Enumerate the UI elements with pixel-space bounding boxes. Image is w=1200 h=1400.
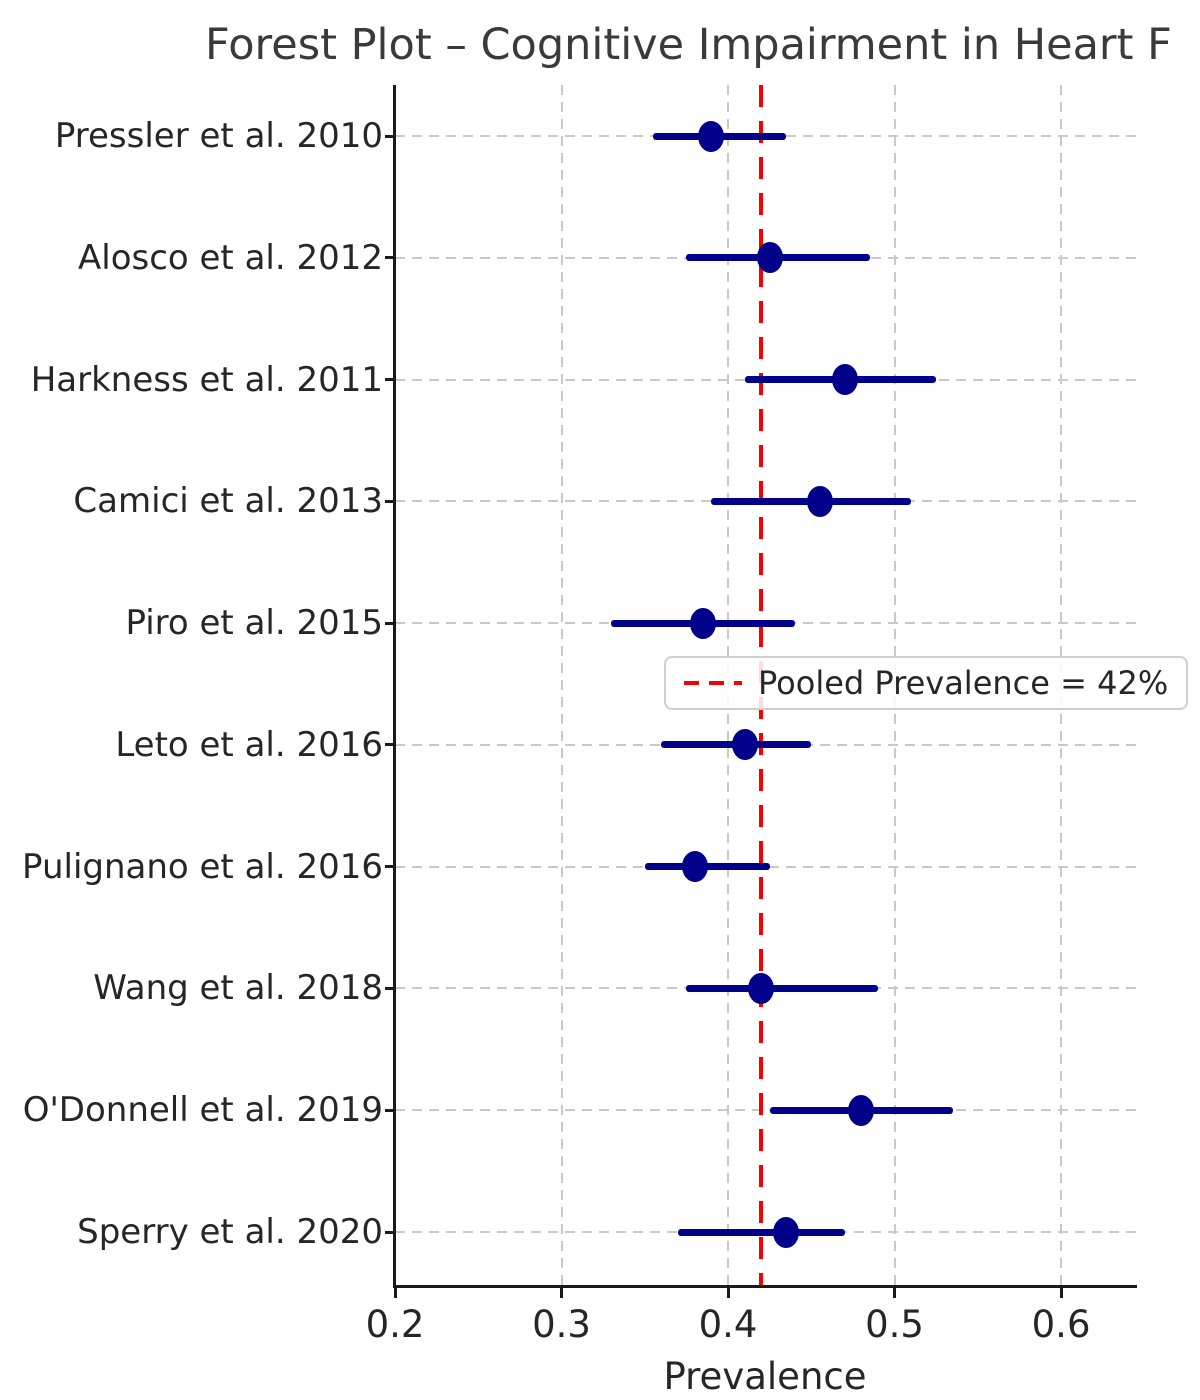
study-label: Pressler et al. 2010	[54, 116, 383, 156]
pooled-line-legend-swatch	[684, 681, 742, 685]
estimate-marker	[848, 1094, 875, 1126]
x-tick	[1059, 1288, 1063, 1298]
x-tick-label: 0.3	[532, 1303, 591, 1346]
y-tick	[385, 1230, 395, 1234]
x-gridline	[560, 85, 563, 1285]
study-label: Leto et al. 2016	[115, 724, 383, 765]
legend-box: Pooled Prevalence = 42%	[664, 656, 1189, 710]
study-label: Camici et al. 2013	[73, 481, 383, 522]
estimate-marker	[698, 120, 725, 152]
estimate-marker	[756, 242, 783, 274]
estimate-marker	[806, 485, 833, 517]
legend-label: Pooled Prevalence = 42%	[758, 664, 1169, 702]
y-tick	[385, 134, 395, 138]
x-tick	[726, 1288, 730, 1298]
estimate-marker	[681, 851, 708, 883]
y-axis-spine	[393, 85, 396, 1288]
x-axis-label: Prevalence	[663, 1355, 867, 1398]
x-tick-label: 0.4	[698, 1303, 758, 1346]
y-tick	[385, 256, 395, 260]
y-tick	[385, 1108, 395, 1112]
study-label: Harkness et al. 2011	[30, 359, 383, 400]
confidence-interval-bar	[678, 1228, 845, 1236]
study-label: Wang et al. 2018	[93, 968, 383, 1009]
chart-title: Forest Plot – Cognitive Impairment in He…	[205, 20, 1172, 70]
y-tick	[385, 986, 395, 990]
y-tick	[385, 378, 395, 382]
x-tick	[893, 1288, 897, 1298]
estimate-marker	[773, 1216, 800, 1248]
confidence-interval-bar	[686, 984, 878, 992]
study-label: Sperry et al. 2020	[77, 1212, 383, 1253]
estimate-marker	[748, 972, 775, 1004]
y-tick	[385, 865, 395, 869]
study-label: Piro et al. 2015	[125, 603, 383, 644]
x-axis-spine	[393, 1285, 1137, 1288]
study-label: Alosco et al. 2012	[77, 237, 383, 278]
x-tick-label: 0.6	[1031, 1303, 1091, 1346]
x-tick-label: 0.5	[865, 1303, 924, 1346]
y-tick	[385, 621, 395, 625]
x-tick	[560, 1288, 564, 1298]
y-gridline	[395, 1109, 1136, 1112]
y-tick	[385, 499, 395, 503]
x-tick	[393, 1288, 397, 1298]
estimate-marker	[731, 729, 758, 761]
study-label: O'Donnell et al. 2019	[22, 1090, 383, 1131]
y-tick	[385, 743, 395, 747]
x-tick-label: 0.2	[365, 1303, 425, 1346]
study-label: Pulignano et al. 2016	[22, 846, 383, 887]
estimate-marker	[690, 607, 717, 639]
estimate-marker	[831, 364, 858, 396]
